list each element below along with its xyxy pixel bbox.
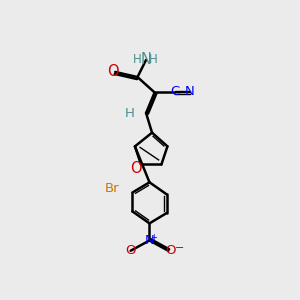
- Text: N: N: [145, 234, 154, 247]
- Text: O: O: [125, 244, 136, 257]
- Text: −: −: [175, 243, 184, 253]
- Text: O: O: [166, 244, 176, 257]
- Text: H: H: [125, 107, 135, 120]
- Text: H: H: [149, 52, 158, 66]
- Text: C: C: [170, 85, 180, 98]
- Text: O: O: [130, 161, 142, 176]
- Text: N: N: [185, 85, 195, 98]
- Text: O: O: [107, 64, 118, 80]
- Text: N: N: [141, 52, 152, 68]
- Text: Br: Br: [104, 182, 119, 195]
- Text: H: H: [133, 52, 142, 66]
- Text: +: +: [150, 232, 157, 242]
